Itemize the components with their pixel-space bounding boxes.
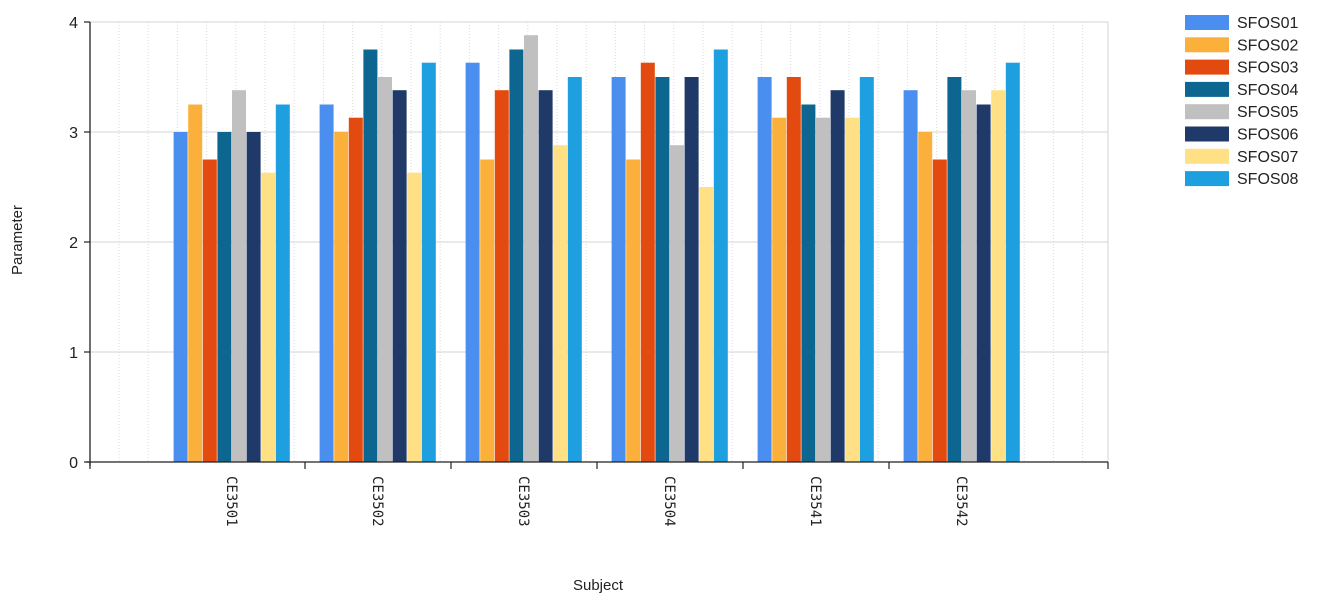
bar bbox=[261, 172, 276, 462]
x-axis-title: Subject bbox=[573, 577, 624, 594]
bar bbox=[626, 159, 641, 462]
bar bbox=[246, 132, 261, 462]
bars bbox=[173, 35, 1020, 462]
axes: 0 1 2 3 4 CE3501 CE3502 CE3503 CE3504 CE3541 CE354… bbox=[69, 15, 1109, 527]
bar bbox=[713, 49, 728, 462]
bar bbox=[918, 132, 933, 462]
y-tick-label: 4 bbox=[69, 15, 78, 32]
bar bbox=[348, 117, 363, 462]
y-axis-title: Parameter bbox=[9, 205, 26, 275]
legend-swatch bbox=[1185, 148, 1229, 164]
bar bbox=[932, 159, 947, 462]
bar bbox=[480, 159, 495, 462]
x-tick-label: CE3504 bbox=[661, 476, 677, 527]
legend-label: SFOS07 bbox=[1237, 149, 1298, 166]
x-tick-label: CE3503 bbox=[515, 476, 531, 527]
bar bbox=[202, 159, 217, 462]
bar bbox=[976, 104, 991, 462]
bar bbox=[801, 104, 816, 462]
bar bbox=[903, 90, 918, 462]
bar bbox=[509, 49, 524, 462]
y-tick-label: 0 bbox=[69, 455, 78, 472]
bar bbox=[407, 172, 422, 462]
legend-swatch bbox=[1185, 59, 1229, 75]
bar bbox=[845, 117, 860, 462]
legend-swatch bbox=[1185, 171, 1229, 187]
bar bbox=[378, 77, 392, 462]
legend: SFOS01 SFOS02 SFOS03 SFOS04 SFOS05 SFOS06 SFOS… bbox=[1185, 15, 1298, 188]
x-tick-label: CE3501 bbox=[223, 476, 239, 527]
bar bbox=[786, 77, 801, 462]
bar bbox=[188, 104, 203, 462]
bar bbox=[699, 187, 714, 462]
bar bbox=[1005, 62, 1020, 462]
y-tick-label: 2 bbox=[69, 235, 78, 252]
legend-label: SFOS01 bbox=[1237, 15, 1298, 32]
legend-swatch bbox=[1185, 15, 1229, 30]
bar bbox=[363, 49, 378, 462]
legend-label: SFOS04 bbox=[1237, 82, 1298, 99]
bar bbox=[962, 90, 976, 462]
legend-swatch bbox=[1185, 104, 1229, 120]
y-tick-label: 3 bbox=[69, 125, 78, 142]
bar bbox=[421, 62, 436, 462]
bar bbox=[947, 77, 962, 462]
legend-swatch bbox=[1185, 126, 1229, 142]
bar bbox=[465, 62, 480, 462]
x-tick-label: CE3542 bbox=[953, 476, 969, 527]
legend-label: SFOS02 bbox=[1237, 37, 1298, 54]
bar bbox=[275, 104, 290, 462]
x-tick-label: CE3541 bbox=[807, 476, 823, 527]
bar bbox=[319, 104, 334, 462]
bar bbox=[684, 77, 699, 462]
bar bbox=[524, 35, 538, 462]
bar bbox=[757, 77, 772, 462]
legend-label: SFOS08 bbox=[1237, 171, 1298, 188]
bar bbox=[334, 132, 349, 462]
bar bbox=[553, 145, 568, 462]
bar bbox=[640, 62, 655, 462]
bar bbox=[392, 90, 407, 462]
legend-label: SFOS03 bbox=[1237, 60, 1298, 77]
x-tick-label: CE3502 bbox=[369, 476, 385, 527]
bar bbox=[859, 77, 874, 462]
bar bbox=[494, 90, 509, 462]
legend-label: SFOS05 bbox=[1237, 104, 1298, 121]
bar bbox=[173, 132, 188, 462]
bar bbox=[991, 90, 1006, 462]
bar bbox=[232, 90, 246, 462]
bar bbox=[772, 117, 787, 462]
bar bbox=[655, 77, 670, 462]
legend-swatch bbox=[1185, 81, 1229, 97]
bar bbox=[217, 132, 232, 462]
bar bbox=[830, 90, 845, 462]
bar bbox=[816, 117, 830, 462]
legend-swatch bbox=[1185, 37, 1229, 53]
bar bbox=[611, 77, 626, 462]
bar bbox=[670, 145, 684, 462]
y-tick-label: 1 bbox=[69, 345, 78, 362]
bar bbox=[567, 77, 582, 462]
legend-label: SFOS06 bbox=[1237, 127, 1298, 144]
bar bbox=[538, 90, 553, 462]
